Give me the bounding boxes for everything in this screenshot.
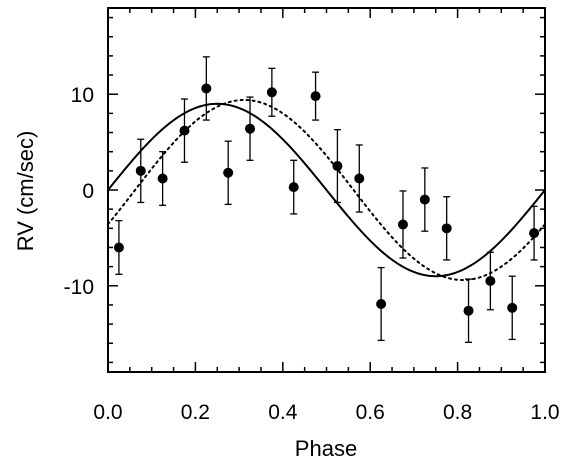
x-tick-label: 0.4 [268,401,298,424]
y-tick-label: 0 [82,180,94,203]
data-point [223,167,234,178]
dotted-model-curve [107,98,546,282]
data-point [266,87,277,98]
y-axis-title: RV (cm/sec) [13,131,38,252]
data-point [310,91,321,102]
x-tick-label: 0.8 [443,401,472,424]
x-tick-label: 0.0 [93,401,122,424]
data-point [157,173,168,184]
x-tick-label: 1.0 [530,401,559,424]
data-point [529,228,540,239]
x-axis-title: Phase [295,436,357,461]
tick-labels: 0.0 0.2 0.4 0.6 0.8 1.0 -10 0 10 [64,84,560,424]
x-tick-label: 0.6 [356,401,385,424]
data-point [113,242,124,253]
data-point [463,305,474,316]
data-point [201,83,212,94]
plot-area [107,56,546,343]
data-point [135,165,146,176]
data-point [354,173,365,184]
y-tick-label: -10 [64,276,94,299]
data-point [376,298,387,309]
data-point [397,219,408,230]
y-tick-label: 10 [71,84,94,107]
data-point [419,194,430,205]
data-point [485,276,496,286]
axis-ticks [107,8,546,372]
data-point [288,182,299,193]
solid-model-curve [107,102,546,278]
data-point [245,123,256,134]
data-point [179,125,190,136]
data-point [441,223,452,234]
x-tick-label: 0.2 [181,401,210,424]
data-point [332,161,343,172]
data-point [507,302,518,313]
